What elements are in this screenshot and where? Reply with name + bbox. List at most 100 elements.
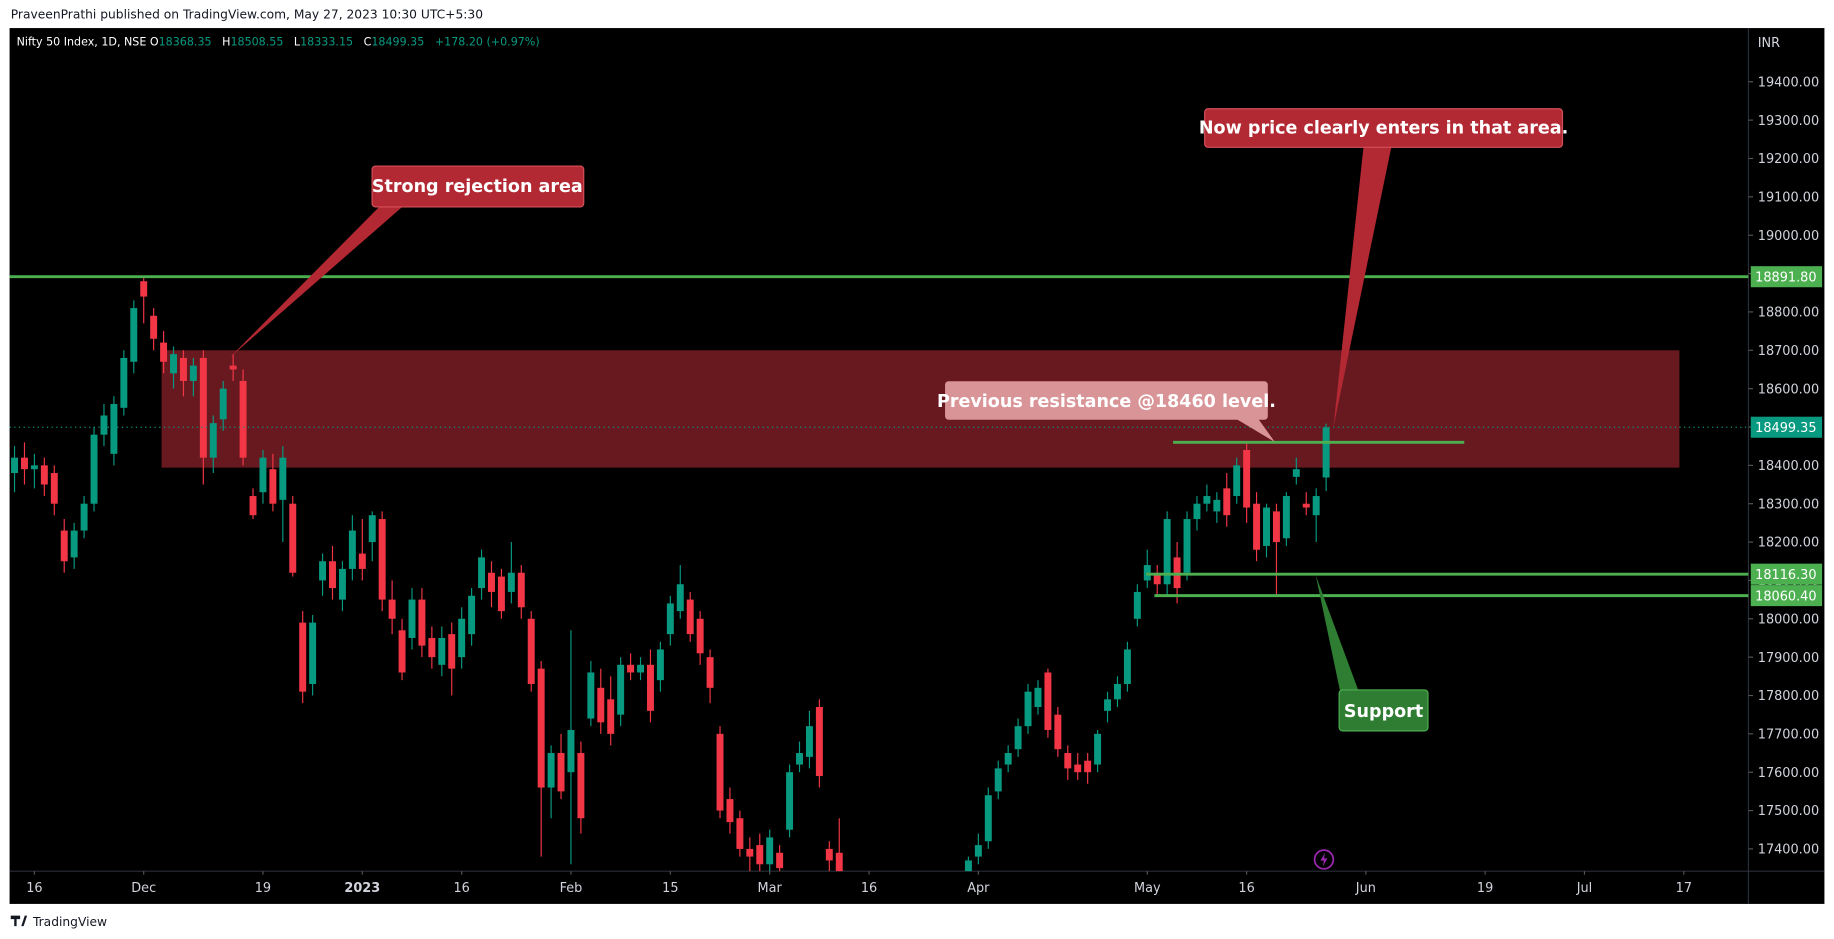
level-label-bg <box>1750 266 1823 288</box>
candle-body <box>80 503 88 531</box>
candle-body <box>100 415 108 435</box>
y-tick-label: 18400.00 <box>1758 459 1819 474</box>
candle-body <box>1322 427 1330 478</box>
candle-body <box>448 634 456 669</box>
candle-body <box>150 315 158 339</box>
candle-body <box>329 561 336 589</box>
candle-body <box>1044 672 1052 731</box>
y-tick-label: 19000.00 <box>1758 229 1819 244</box>
candle-body <box>1004 753 1012 765</box>
y-tick-label: 18200.00 <box>1758 536 1819 551</box>
candle-body <box>964 860 972 872</box>
candle-body <box>517 572 525 608</box>
rejection-zone <box>161 350 1680 468</box>
candle-body <box>170 354 177 374</box>
candle-body <box>726 799 734 823</box>
candle-body <box>299 622 307 692</box>
candle-body <box>617 664 625 715</box>
callout-text: Now price clearly enters in that area. <box>1199 118 1568 138</box>
candle-body <box>458 618 466 658</box>
plot <box>9 275 1749 872</box>
candle-body <box>1243 450 1251 508</box>
ohlc-letter: O <box>150 36 159 49</box>
candle-body <box>1233 465 1241 497</box>
candle-body <box>348 530 356 569</box>
candle-body <box>497 576 505 612</box>
candle-body <box>269 469 277 504</box>
candle-body <box>50 473 58 504</box>
candle-body <box>776 852 784 869</box>
candle-body <box>736 818 744 849</box>
y-tick-label: 18600.00 <box>1758 382 1819 397</box>
ohlc-value: 18508.55 <box>230 36 283 49</box>
y-tick-label: 18000.00 <box>1758 612 1819 627</box>
x-tick-label: 2023 <box>344 881 380 896</box>
x-tick-label: Apr <box>967 881 990 896</box>
candle-body <box>1282 496 1290 539</box>
ohlc-letter: H <box>222 36 230 49</box>
candle-body <box>40 465 48 485</box>
candle-body <box>825 848 833 861</box>
callout-text: Strong rejection area <box>372 177 583 197</box>
candle-body <box>468 595 476 635</box>
callout-text: Support <box>1344 702 1423 722</box>
y-tick-label: 19300.00 <box>1758 114 1819 129</box>
y-tick-label: 17900.00 <box>1758 651 1819 666</box>
candle-body <box>1024 691 1032 727</box>
callout: Support <box>1315 575 1429 732</box>
candle-body <box>577 753 585 819</box>
y-tick-label: 17500.00 <box>1758 804 1819 819</box>
y-tick-label: 18700.00 <box>1758 344 1819 359</box>
y-tick-label: 18800.00 <box>1758 306 1819 321</box>
candle-body <box>1183 519 1191 573</box>
ohlc-letter: C <box>364 36 372 49</box>
x-tick-label: Mar <box>758 881 783 896</box>
candle-body <box>1123 649 1131 684</box>
candle-body <box>1014 726 1022 750</box>
candle-body <box>1113 683 1121 700</box>
candle-body <box>1272 511 1280 543</box>
y-tick-label: 18300.00 <box>1758 497 1819 512</box>
candle-body <box>567 730 575 773</box>
ohlc-legend: O18368.35 H18508.55 L18333.15 C18499.35 … <box>150 36 540 49</box>
tv-logo <box>10 915 28 927</box>
candle-body <box>319 561 327 581</box>
candle-body <box>358 553 366 569</box>
candle-body <box>507 572 515 592</box>
candle-body <box>388 599 396 619</box>
candle-body <box>835 852 843 872</box>
candle-body <box>746 848 754 857</box>
last-price-bg <box>1750 416 1823 438</box>
footer: TradingView <box>32 915 107 929</box>
candle-body <box>418 599 426 646</box>
candle-body <box>805 726 813 757</box>
candle-body <box>229 365 237 370</box>
candle-body <box>1034 687 1042 708</box>
candle-body <box>1213 499 1221 512</box>
ohlc-value: 18368.35 <box>159 36 212 49</box>
x-tick-label: 16 <box>1238 881 1254 896</box>
candle-body <box>607 699 615 734</box>
candle-body <box>1074 764 1082 773</box>
candle-body <box>90 434 98 504</box>
candle-body <box>766 837 774 865</box>
candle-body <box>249 496 257 516</box>
candle-body <box>1312 496 1320 516</box>
candle-body <box>974 845 982 857</box>
publish-header: PraveenPrathi published on TradingView.c… <box>11 8 483 22</box>
candle-body <box>557 753 565 792</box>
replay-icon[interactable] <box>1313 849 1335 870</box>
candle-body <box>1203 496 1211 504</box>
candle-body <box>786 772 794 830</box>
candle-body <box>597 687 605 723</box>
candle-body <box>537 668 545 788</box>
candle-body <box>1223 488 1231 516</box>
level-label: 18116.30 <box>1755 568 1816 583</box>
candle-body <box>189 365 197 381</box>
candle-body <box>219 388 227 420</box>
candle-body <box>796 753 803 765</box>
y-tick-label: 17400.00 <box>1758 843 1819 858</box>
y-tick-label: 19100.00 <box>1758 191 1819 206</box>
candle-body <box>130 308 138 362</box>
